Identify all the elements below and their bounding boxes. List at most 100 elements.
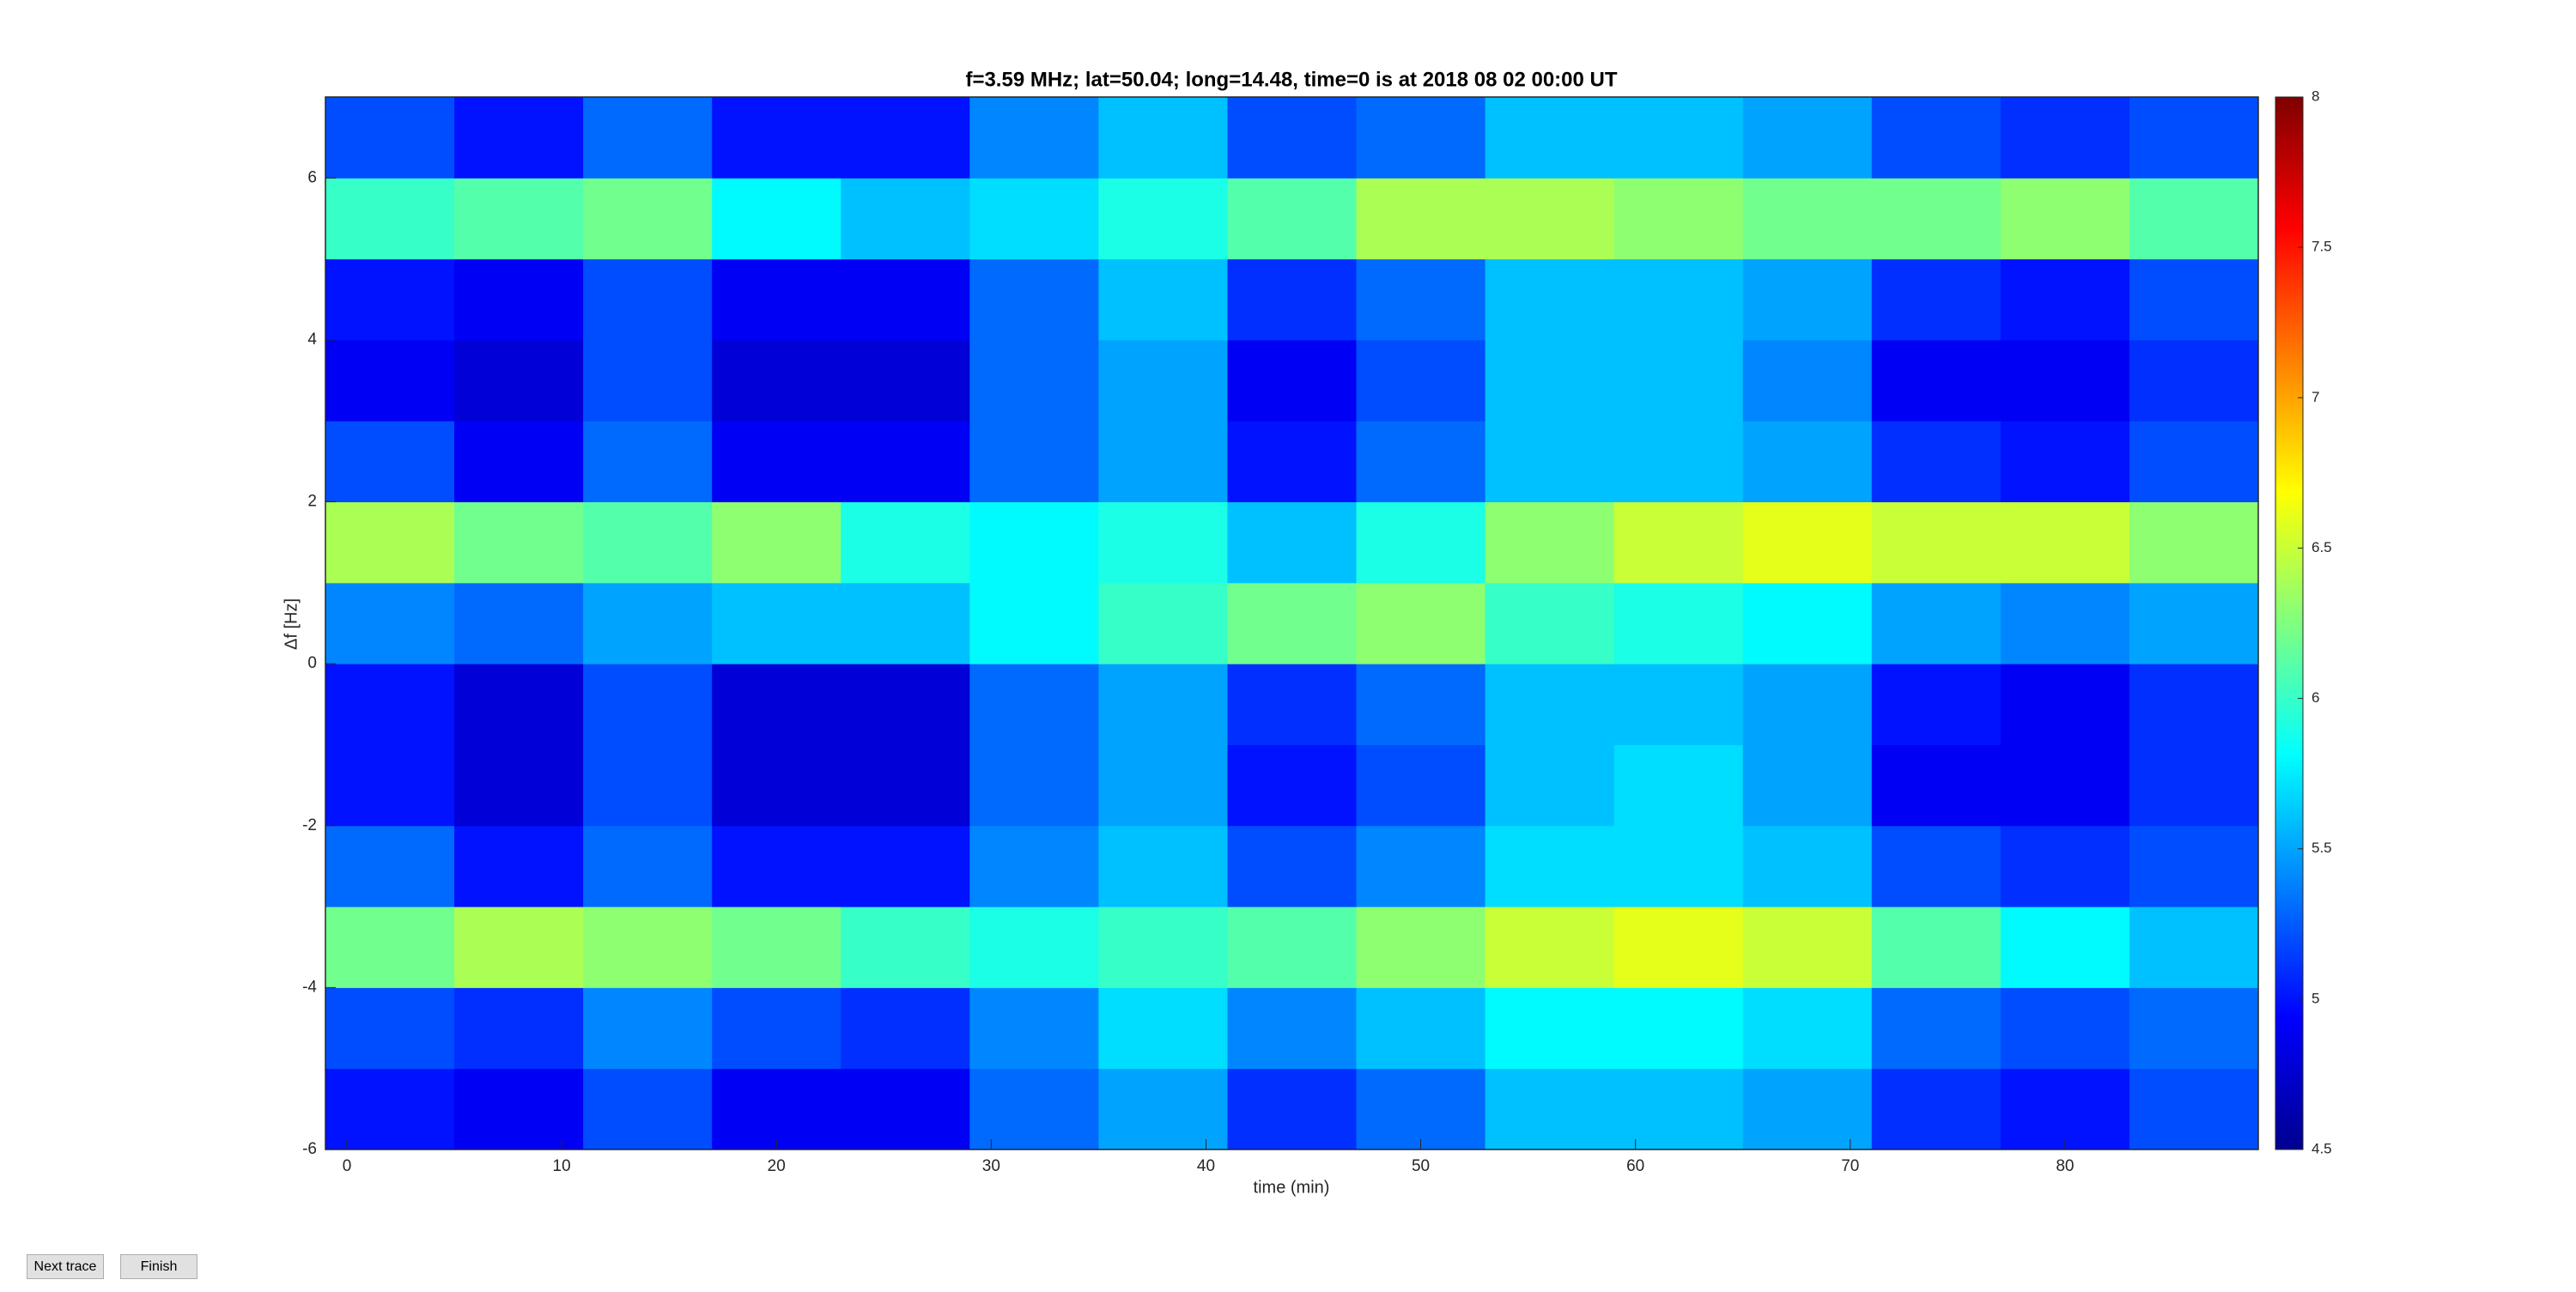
heat-cell [1871, 907, 2002, 988]
heat-cell [1227, 907, 1358, 988]
heat-cell [969, 825, 1099, 907]
heat-cell [1227, 1068, 1358, 1150]
heat-cell [2129, 664, 2259, 745]
heat-cell [1485, 907, 1615, 988]
heat-cell [841, 907, 970, 988]
heat-cell [1485, 421, 1615, 503]
heat-cell [1356, 258, 1486, 341]
heat-cell [1485, 664, 1615, 745]
x-axis-label: time (min) [1254, 1178, 1330, 1197]
colorbar-tick-label: 5 [2312, 990, 2319, 1006]
heat-cell [583, 825, 713, 907]
y-tick-label: 4 [307, 331, 317, 349]
heat-cell [325, 97, 455, 179]
heat-cell [1356, 339, 1486, 422]
heat-cell [1098, 987, 1228, 1070]
finish-button[interactable]: Finish [120, 1254, 197, 1279]
heat-cell [325, 987, 455, 1070]
heat-cell [1871, 339, 2002, 422]
heat-cell [1613, 987, 1744, 1070]
heat-cell [2000, 582, 2130, 664]
heat-cell [1227, 421, 1358, 503]
heat-cell [1227, 501, 1358, 584]
heat-cell [2129, 907, 2259, 988]
chart-title: f=3.59 MHz; lat=50.04; long=14.48, time=… [965, 68, 1617, 91]
heat-cell [1356, 744, 1486, 827]
heat-cell [969, 1068, 1099, 1150]
heat-cell [2000, 339, 2130, 422]
axes: 0 10 20 30 40 50 60 70 80 -6 -4 -2 0 2 4 6 [302, 96, 2259, 1175]
heat-cell [1742, 907, 1873, 988]
heat-cell [2129, 178, 2259, 260]
heat-cell [2129, 339, 2259, 422]
heat-cell [969, 178, 1099, 260]
heat-cell [1227, 987, 1358, 1070]
heat-cell [325, 339, 455, 422]
heat-cell [1613, 97, 1744, 179]
heat-cell [1356, 907, 1486, 988]
heat-cell [1098, 907, 1228, 988]
heat-cell [1871, 825, 2002, 907]
heat-cell [712, 907, 841, 988]
heat-cell [1613, 421, 1744, 503]
heat-cell [1227, 582, 1358, 664]
heat-cell [841, 825, 970, 907]
heat-cell [1742, 825, 1873, 907]
heat-cell [1871, 178, 2002, 260]
heat-cell [1742, 339, 1873, 422]
heat-cell [2129, 1068, 2259, 1150]
heat-cell [454, 421, 584, 503]
heat-cell [841, 258, 970, 341]
heat-cell [1485, 744, 1615, 827]
heat-cell [1613, 825, 1744, 907]
heat-cell [1356, 1068, 1486, 1150]
heat-cell [583, 339, 713, 422]
heat-cell [1098, 339, 1228, 422]
y-tick-label: -6 [302, 1140, 317, 1158]
heat-cell [1356, 825, 1486, 907]
heat-cell [712, 97, 841, 179]
colorbar-tick-label: 4.5 [2312, 1140, 2332, 1156]
heat-cell [1098, 1068, 1228, 1150]
heat-cell [841, 987, 970, 1070]
heat-cell [841, 339, 970, 422]
heat-cell [454, 825, 584, 907]
heat-cell [1742, 664, 1873, 745]
heat-cell [1485, 97, 1615, 179]
heat-cell [969, 258, 1099, 341]
heat-cell [325, 178, 455, 260]
x-tick-label: 60 [1626, 1157, 1644, 1175]
heat-cell [1871, 1068, 2002, 1150]
heat-cell [841, 664, 970, 745]
heat-cell [1098, 421, 1228, 503]
heat-cell [454, 501, 584, 584]
heat-cell [1871, 421, 2002, 503]
heat-cell [2129, 421, 2259, 503]
heat-cell [1485, 987, 1615, 1070]
heat-cell [325, 421, 455, 503]
heat-cell [325, 258, 455, 341]
heat-cell [454, 907, 584, 988]
heat-cell [1227, 825, 1358, 907]
heat-cell [454, 258, 584, 341]
heat-cell [1613, 744, 1744, 827]
heat-cell [2000, 825, 2130, 907]
heat-cell [1613, 664, 1744, 745]
heat-cell [583, 987, 713, 1070]
heat-cell [583, 1068, 713, 1150]
heat-cell [841, 1068, 970, 1150]
heat-cell [1742, 258, 1873, 341]
next-trace-button[interactable]: Next trace [27, 1254, 104, 1279]
heat-cell [583, 744, 713, 827]
colorbar [2275, 96, 2304, 1150]
heat-cell [712, 987, 841, 1070]
heat-cell [1356, 501, 1486, 584]
x-tick-label: 50 [1412, 1157, 1430, 1175]
heat-cell [1227, 258, 1358, 341]
heat-cell [325, 501, 455, 584]
heat-cell [1098, 178, 1228, 260]
heat-cell [454, 664, 584, 745]
y-tick-label: 2 [307, 493, 317, 511]
heat-cell [841, 178, 970, 260]
